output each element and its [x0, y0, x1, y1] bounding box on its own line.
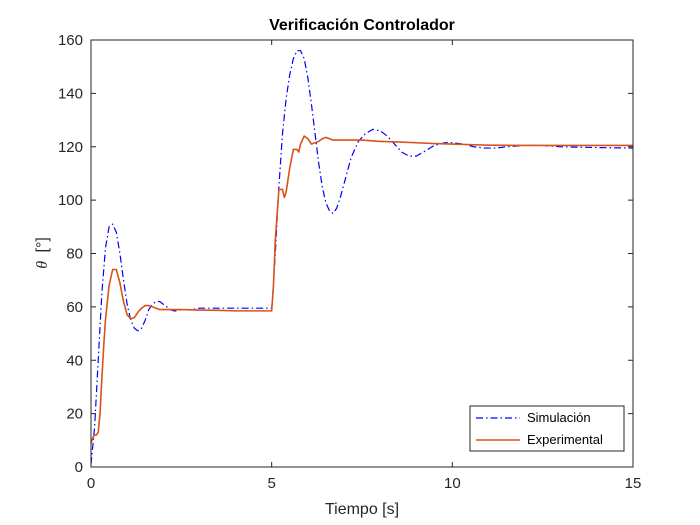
y-tick-label: 20 [66, 406, 83, 423]
plot-area [91, 40, 633, 467]
series-layer [90, 50, 634, 465]
x-tick-label: 5 [267, 475, 275, 492]
legend-label-experimental: Experimental [527, 432, 603, 447]
y-tick-label: 60 [66, 299, 83, 316]
legend-box [469, 405, 625, 452]
chart-title: Verificación Controlador [269, 17, 455, 34]
y-tick-label: 0 [75, 459, 83, 476]
y-tick-label: 140 [58, 85, 83, 102]
x-tick-label: 15 [625, 475, 642, 492]
series-line-experimental [90, 135, 633, 444]
y-axis-unit: [°] [34, 237, 51, 252]
y-tick-label: 80 [66, 246, 83, 263]
x-tick-label: 10 [444, 475, 461, 492]
x-axis-label: Tiempo [s] [325, 501, 399, 518]
x-axis-ticks: 0 5 10 15 [87, 40, 642, 492]
y-axis-symbol: θ [34, 261, 51, 269]
y-tick-label: 40 [66, 352, 83, 369]
legend-label-simulacion: Simulación [527, 410, 591, 425]
y-axis-ticks: 0 20 40 60 80 100 120 140 160 [58, 32, 633, 476]
y-tick-label: 100 [58, 192, 83, 209]
y-tick-label: 120 [58, 139, 83, 156]
x-tick-label: 0 [87, 475, 95, 492]
legend: Simulación Experimental [469, 405, 625, 452]
y-axis-label: θ [°] [34, 237, 51, 269]
series-line-simulacion [90, 50, 634, 465]
y-tick-label: 160 [58, 32, 83, 49]
